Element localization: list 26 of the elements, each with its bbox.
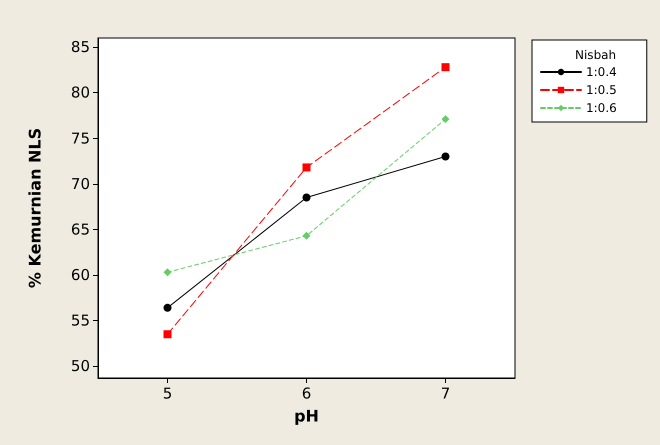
legend-title: Nisbah (575, 48, 616, 62)
point (302, 194, 310, 202)
y-tick-label: 75 (70, 129, 90, 148)
legend-label: 1:0.5 (586, 83, 617, 97)
legend-label: 1:0.6 (586, 101, 617, 115)
point (164, 268, 172, 276)
x-tick-label: 7 (440, 384, 450, 402)
y-axis-title: % Kemurnian NLS (26, 128, 44, 288)
legend-label: 1:0.4 (586, 65, 617, 79)
y-tick-label: 65 (70, 220, 90, 238)
x-tick-label: 5 (162, 384, 172, 402)
point (442, 115, 450, 124)
y-tick-label: 55 (70, 312, 90, 330)
x-axis-title: pH (294, 406, 319, 426)
y-tick-label: 85 (70, 38, 90, 56)
point (302, 232, 310, 240)
point (164, 304, 172, 312)
point (442, 63, 450, 72)
y-tick-label: 80 (70, 84, 90, 102)
point (302, 163, 310, 172)
point (442, 152, 450, 160)
y-tick-label: 70 (70, 174, 90, 193)
point (164, 330, 172, 338)
x-tick-label: 6 (302, 384, 312, 402)
y-tick-label: 50 (70, 357, 90, 376)
y-tick-label: 60 (70, 266, 90, 284)
